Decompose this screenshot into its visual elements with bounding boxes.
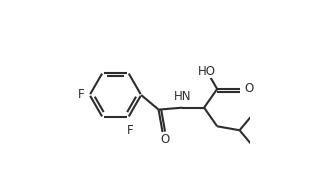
Text: F: F bbox=[127, 124, 134, 137]
Text: O: O bbox=[244, 82, 254, 94]
Text: HO: HO bbox=[198, 65, 216, 78]
Text: O: O bbox=[160, 133, 169, 146]
Text: F: F bbox=[78, 89, 84, 101]
Text: HN: HN bbox=[174, 90, 191, 103]
